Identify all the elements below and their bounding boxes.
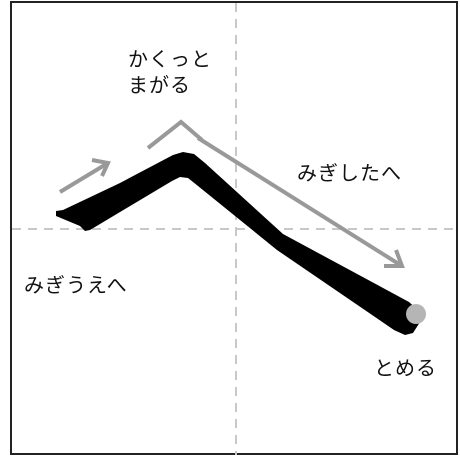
down-right-arrow [196, 136, 405, 268]
down-right-label: みぎしたへ [297, 161, 402, 185]
up-right-label: みぎうえへ [24, 273, 128, 297]
stop-point-dot [406, 304, 426, 324]
turn-label: かくっと まがる [128, 46, 212, 98]
turn-label-line1: かくっと [128, 47, 212, 71]
brush-stroke [56, 152, 420, 335]
turn-label-line2: まがる [128, 73, 191, 97]
turn-bracket-arrow [146, 119, 204, 150]
up-right-arrow [58, 158, 111, 194]
stop-label: とめる [374, 356, 437, 380]
